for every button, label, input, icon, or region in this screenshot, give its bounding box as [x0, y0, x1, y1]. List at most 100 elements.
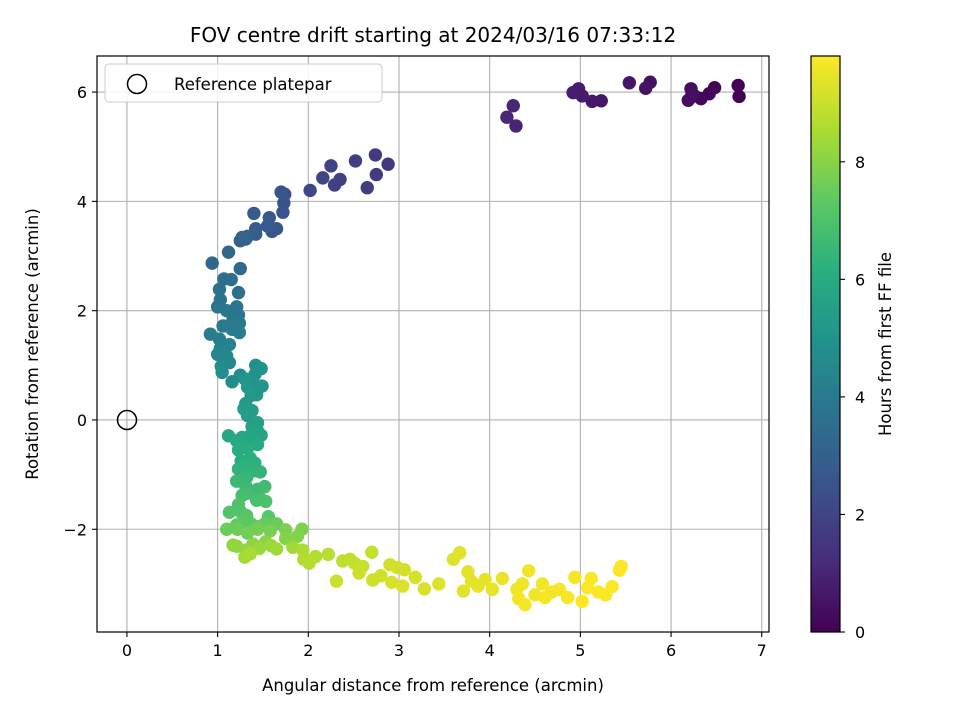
data-point [260, 219, 275, 233]
x-tick-label: 2 [303, 641, 313, 660]
x-axis-ticks: 0 1 2 3 4 5 6 7 [122, 632, 767, 660]
data-point [205, 256, 219, 270]
data-point [253, 465, 267, 479]
data-point [232, 325, 247, 340]
colorbar-ticks: 0 2 4 6 8 [840, 153, 865, 642]
data-point [258, 479, 272, 494]
colorbar-tick-label: 4 [855, 388, 865, 407]
data-point [290, 529, 305, 544]
data-point [560, 590, 575, 605]
data-point [432, 577, 446, 591]
x-tick-label: 4 [485, 641, 495, 660]
data-point [731, 78, 745, 93]
y-axis-ticks: −2 0 2 4 6 [63, 83, 97, 539]
data-point [276, 205, 290, 219]
x-tick-label: 7 [757, 641, 767, 660]
data-point [231, 462, 246, 476]
chart-title: FOV centre drift starting at 2024/03/16 … [190, 23, 676, 47]
colorbar-tick-label: 0 [855, 623, 865, 642]
data-point [231, 285, 246, 300]
legend-marker-icon [126, 73, 148, 95]
data-point [215, 365, 229, 380]
data-point [243, 547, 257, 561]
data-point [495, 571, 510, 586]
data-point [303, 183, 317, 198]
data-point [250, 522, 265, 536]
data-point [274, 185, 288, 199]
data-point [509, 119, 523, 133]
data-points [203, 75, 746, 612]
data-point [385, 575, 399, 589]
data-point [585, 94, 599, 109]
data-point [538, 590, 552, 605]
data-point [417, 582, 432, 596]
data-point [568, 570, 582, 585]
y-tick-label: 4 [77, 192, 87, 211]
data-point [485, 582, 500, 597]
data-point [221, 245, 236, 259]
data-point [552, 582, 567, 597]
data-point [258, 494, 273, 509]
data-point [732, 89, 746, 104]
data-point [327, 178, 342, 192]
data-point [231, 443, 246, 457]
data-point [512, 591, 526, 606]
data-point [369, 167, 384, 182]
colorbar-gradient [810, 55, 841, 633]
data-point [500, 110, 514, 124]
y-tick-label: 6 [77, 83, 87, 102]
data-point [584, 571, 598, 586]
data-point [478, 572, 492, 587]
data-point [381, 157, 395, 171]
data-point [222, 505, 237, 520]
data-point [605, 579, 619, 594]
colorbar-tick-label: 2 [855, 505, 865, 524]
data-point [224, 272, 238, 287]
data-point [515, 577, 530, 591]
data-point [329, 574, 344, 588]
data-point [685, 87, 699, 101]
x-tick-label: 5 [575, 641, 585, 660]
data-point [321, 547, 335, 562]
data-point [575, 594, 589, 609]
legend-box [104, 63, 383, 103]
data-point [360, 181, 374, 195]
data-point [506, 99, 520, 113]
reference-platepar-marker [116, 409, 138, 431]
y-tick-label: 0 [77, 411, 87, 430]
data-point [233, 261, 247, 276]
data-point [348, 154, 363, 168]
data-point [269, 542, 284, 556]
data-point [614, 559, 628, 574]
x-axis-label: Angular distance from reference (arcmin) [262, 676, 604, 695]
x-tick-label: 6 [666, 641, 676, 660]
colorbar: 0 2 4 6 8 Hours from first FF file [810, 55, 895, 642]
y-tick-label: 2 [77, 302, 87, 321]
data-point [302, 556, 316, 570]
data-point [219, 522, 234, 536]
x-tick-label: 3 [394, 641, 404, 660]
data-point [408, 570, 423, 585]
data-point [316, 171, 330, 185]
data-point [638, 81, 653, 95]
data-point [324, 159, 338, 173]
data-point [368, 148, 383, 162]
data-point [456, 584, 471, 598]
x-tick-label: 0 [122, 641, 132, 660]
data-point [622, 76, 637, 90]
data-point [352, 566, 366, 580]
y-tick-label: −2 [63, 520, 87, 539]
data-point [535, 577, 549, 591]
data-point [566, 85, 580, 100]
data-point [225, 375, 239, 389]
x-tick-label: 1 [213, 641, 223, 660]
data-point [245, 403, 259, 418]
data-point [365, 545, 379, 559]
data-point [521, 564, 536, 578]
colorbar-label: Hours from first FF file [876, 252, 895, 436]
data-point [397, 563, 412, 577]
data-point [263, 524, 277, 538]
legend: Reference platepar [104, 63, 383, 103]
